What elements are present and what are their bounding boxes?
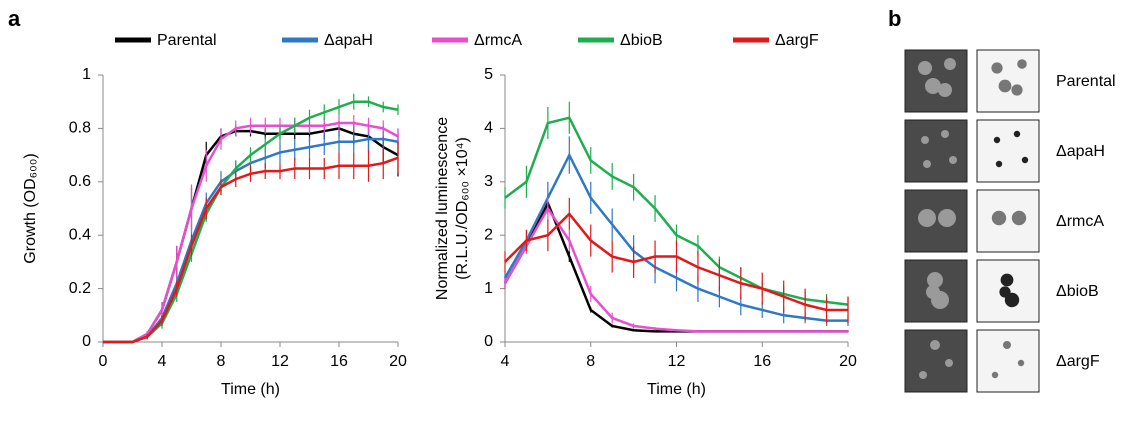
- image-tile: [976, 189, 1040, 253]
- colony: [1013, 130, 1021, 138]
- colony: [944, 58, 956, 70]
- x-tick-label: 20: [389, 353, 407, 370]
- panel-label: a: [8, 6, 21, 31]
- y-tick-label: 0: [484, 333, 493, 350]
- colony: [930, 340, 940, 350]
- y-axis-label: Growth (OD₆₀₀): [22, 153, 39, 263]
- colony: [991, 371, 999, 379]
- panel-label: b: [888, 6, 901, 31]
- series-line: [103, 156, 399, 344]
- image-tile: [976, 329, 1040, 393]
- y-tick-label: 0.2: [69, 280, 91, 297]
- y-tick-label: 1: [484, 280, 493, 297]
- image-tile: [904, 119, 968, 183]
- colony: [1000, 273, 1014, 287]
- x-tick-label: 4: [501, 353, 510, 370]
- series-line: [103, 121, 399, 344]
- colony: [949, 156, 957, 164]
- y-tick-label: 0: [82, 333, 91, 350]
- legend-label: ΔrmcA: [474, 32, 522, 49]
- x-tick-label: 12: [668, 353, 686, 370]
- colony: [921, 136, 929, 144]
- y-axis-label: (R.L.U./OD₆₀₀ ×10⁴): [454, 137, 471, 280]
- colony: [1021, 156, 1029, 164]
- colony: [993, 136, 1001, 144]
- image-row-label: Parental: [1056, 73, 1116, 90]
- x-tick-label: 8: [217, 353, 226, 370]
- legend-label: ΔapaH: [324, 32, 373, 49]
- colony: [1011, 210, 1027, 226]
- image-tile: [976, 259, 1040, 323]
- y-tick-label: 0.8: [69, 120, 91, 137]
- y-tick-label: 3: [484, 173, 493, 190]
- colony: [945, 359, 953, 367]
- series-line: [503, 152, 848, 322]
- x-axis-label: Time (h): [221, 381, 280, 398]
- x-tick-label: 8: [586, 353, 595, 370]
- series-line: [504, 211, 848, 312]
- colony: [926, 285, 940, 299]
- image-tile: [904, 329, 968, 393]
- legend-label: ΔargF: [775, 32, 819, 49]
- colony: [919, 371, 927, 379]
- x-axis-label: Time (h): [647, 381, 706, 398]
- legend-label: Parental: [157, 32, 217, 49]
- x-tick-label: 16: [753, 353, 771, 370]
- y-tick-label: 2: [484, 226, 493, 243]
- colony: [998, 79, 1012, 93]
- series-line: [504, 116, 849, 306]
- image-row-label: ΔargF: [1056, 353, 1100, 370]
- y-tick-label: 0.4: [69, 226, 91, 243]
- image-row-label: ΔrmcA: [1056, 213, 1104, 230]
- image-tile: [904, 189, 968, 253]
- y-tick-label: 0.6: [69, 173, 91, 190]
- colony: [941, 130, 949, 138]
- colony: [995, 160, 1003, 168]
- colony: [1003, 341, 1011, 349]
- colony: [991, 210, 1007, 226]
- colony: [1011, 84, 1023, 96]
- colony: [999, 286, 1011, 298]
- image-tile: [976, 119, 1040, 183]
- colony: [1017, 59, 1027, 69]
- x-tick-label: 20: [839, 353, 857, 370]
- y-axis-label: Normalized luminescence: [434, 117, 451, 300]
- colony: [923, 160, 931, 168]
- colony: [927, 272, 943, 288]
- x-tick-label: 16: [330, 353, 348, 370]
- colony: [918, 209, 936, 227]
- colony: [925, 78, 941, 94]
- colony: [991, 62, 1003, 74]
- series-line: [503, 206, 848, 333]
- colony: [938, 209, 956, 227]
- colony: [1017, 359, 1025, 367]
- y-tick-label: 4: [484, 120, 493, 137]
- image-row-label: ΔbioB: [1056, 283, 1099, 300]
- legend-label: ΔbioB: [620, 32, 663, 49]
- colony: [918, 61, 932, 75]
- y-tick-label: 5: [484, 66, 493, 83]
- image-row-label: ΔapaH: [1056, 143, 1105, 160]
- x-tick-label: 0: [99, 353, 108, 370]
- x-tick-label: 12: [271, 353, 289, 370]
- x-tick-label: 4: [158, 353, 167, 370]
- colony: [938, 83, 952, 97]
- y-tick-label: 1: [82, 66, 91, 83]
